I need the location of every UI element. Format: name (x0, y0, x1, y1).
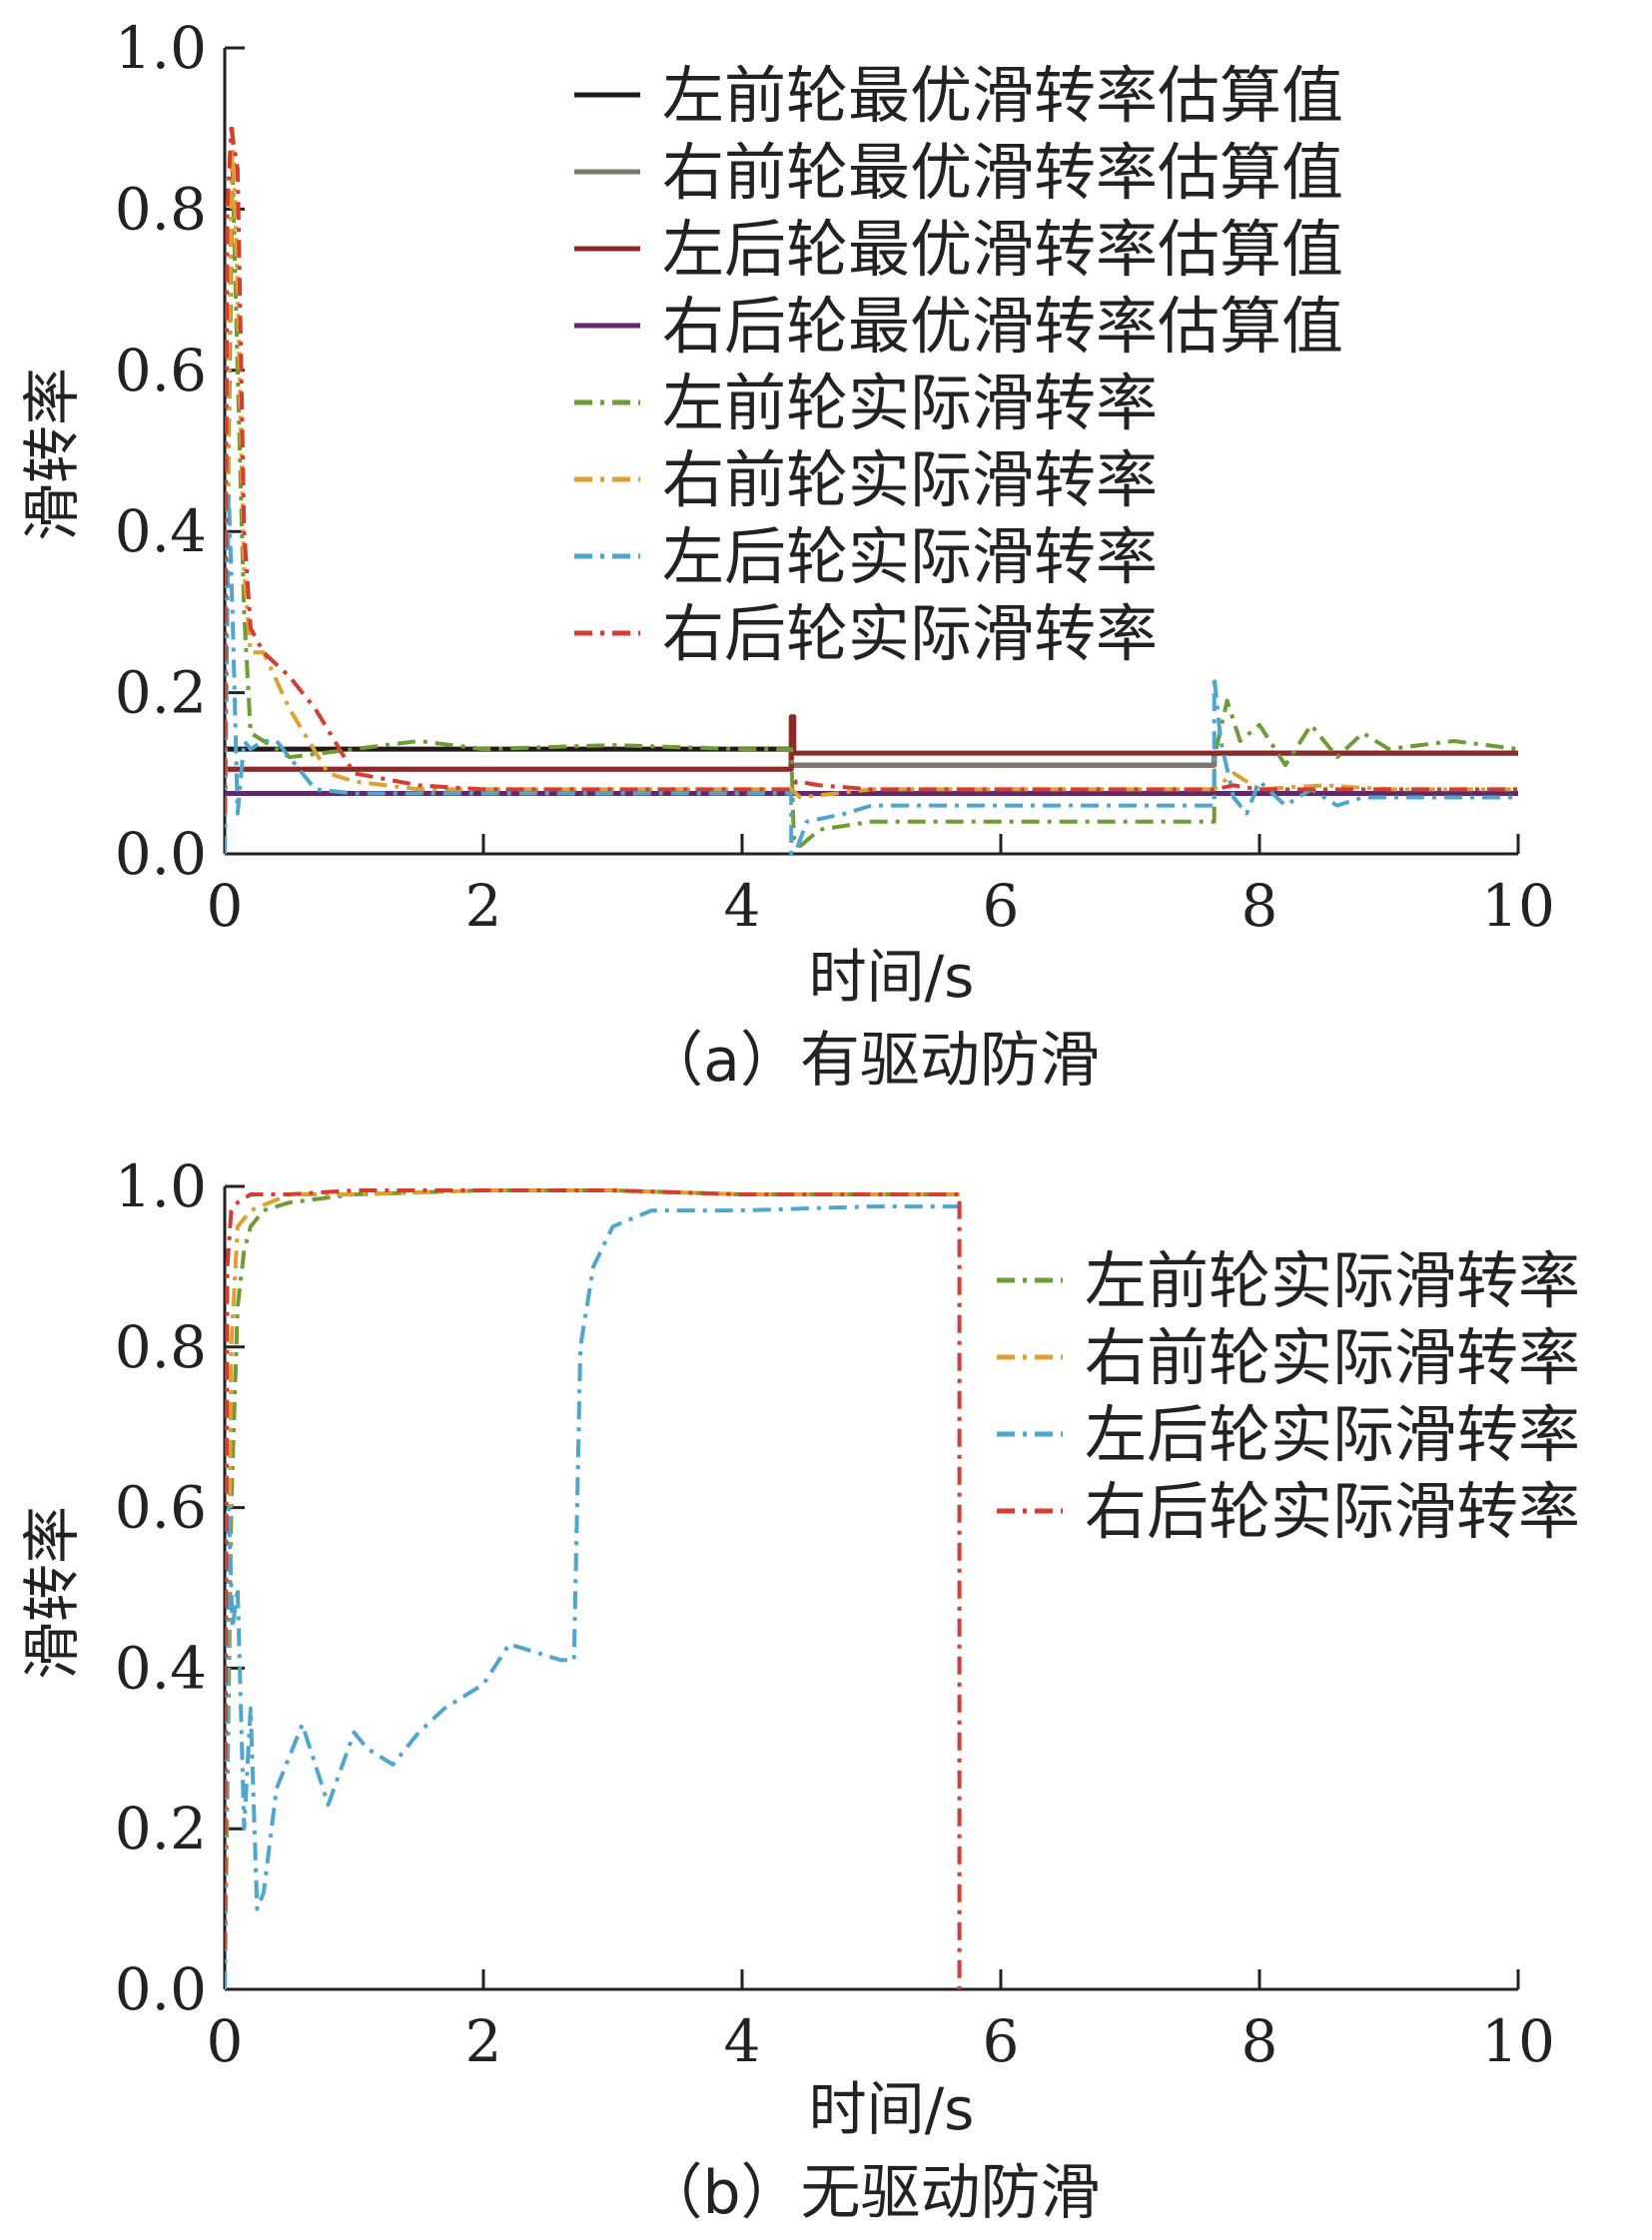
series-line-3 (225, 1204, 963, 1990)
legend-label: 右后轮实际滑转率 (662, 597, 1158, 670)
legend-label: 左前轮最优滑转率估算值 (662, 59, 1343, 132)
legend-label: 左后轮实际滑转率 (1085, 1398, 1580, 1471)
panel-caption: （a）有驱动防滑 (643, 1026, 1100, 1096)
legend-label: 右前轮最优滑转率估算值 (662, 136, 1343, 209)
x-tick-label: 2 (465, 872, 502, 940)
y-tick-label: 0.8 (115, 1313, 207, 1381)
y-tick-label: 0.0 (115, 1955, 207, 2023)
x-tick-label: 0 (207, 2007, 244, 2075)
x-axis-label: 时间/s (809, 2075, 975, 2143)
legend-label: 右后轮最优滑转率估算值 (662, 290, 1343, 363)
y-axis-label: 滑转率 (18, 368, 86, 541)
y-tick-label: 0.4 (115, 497, 207, 565)
y-tick-label: 1.0 (115, 14, 207, 82)
x-tick-label: 10 (1481, 2007, 1555, 2075)
y-tick-label: 0.0 (115, 820, 207, 888)
series-line-5 (225, 167, 1518, 855)
legend-label: 左后轮实际滑转率 (662, 520, 1158, 593)
series-line-7 (225, 488, 1518, 856)
y-tick-label: 0.6 (115, 1474, 207, 1542)
legend-label: 右后轮实际滑转率 (1085, 1475, 1580, 1548)
y-tick-label: 0.6 (115, 337, 207, 404)
x-tick-label: 6 (983, 2007, 1020, 2075)
y-tick-label: 0.2 (115, 659, 207, 727)
series-line-1 (225, 1188, 960, 1990)
panel-caption: （b）无驱动防滑 (642, 2158, 1100, 2228)
legend: 左前轮最优滑转率估算值右前轮最优滑转率估算值左后轮最优滑转率估算值右后轮最优滑转… (574, 59, 1343, 670)
x-tick-label: 4 (724, 872, 761, 940)
legend-label: 右前轮实际滑转率 (1085, 1321, 1580, 1394)
y-tick-label: 0.2 (115, 1795, 207, 1863)
series-line-2 (225, 1188, 960, 1990)
y-tick-label: 0.8 (115, 175, 207, 243)
y-tick-label: 1.0 (115, 1152, 207, 1220)
series-group (225, 126, 1518, 856)
legend-label: 左后轮最优滑转率估算值 (662, 213, 1343, 286)
x-tick-label: 8 (1241, 872, 1278, 940)
y-tick-label: 0.4 (115, 1634, 207, 1702)
legend-label: 左前轮实际滑转率 (662, 367, 1158, 439)
series-line-3 (225, 714, 1518, 772)
series-group (225, 1188, 963, 1990)
legend-label: 右前轮实际滑转率 (662, 443, 1158, 516)
series-line-4 (225, 1188, 962, 1989)
x-tick-label: 6 (983, 872, 1020, 940)
x-tick-label: 0 (207, 872, 244, 940)
x-tick-label: 10 (1481, 872, 1555, 940)
x-axis-label: 时间/s (809, 943, 975, 1011)
x-tick-label: 4 (724, 2007, 761, 2075)
legend-label: 左前轮实际滑转率 (1085, 1244, 1580, 1317)
y-axis-label: 滑转率 (18, 1506, 86, 1680)
x-tick-label: 2 (465, 2007, 502, 2075)
x-tick-label: 8 (1241, 2007, 1278, 2075)
